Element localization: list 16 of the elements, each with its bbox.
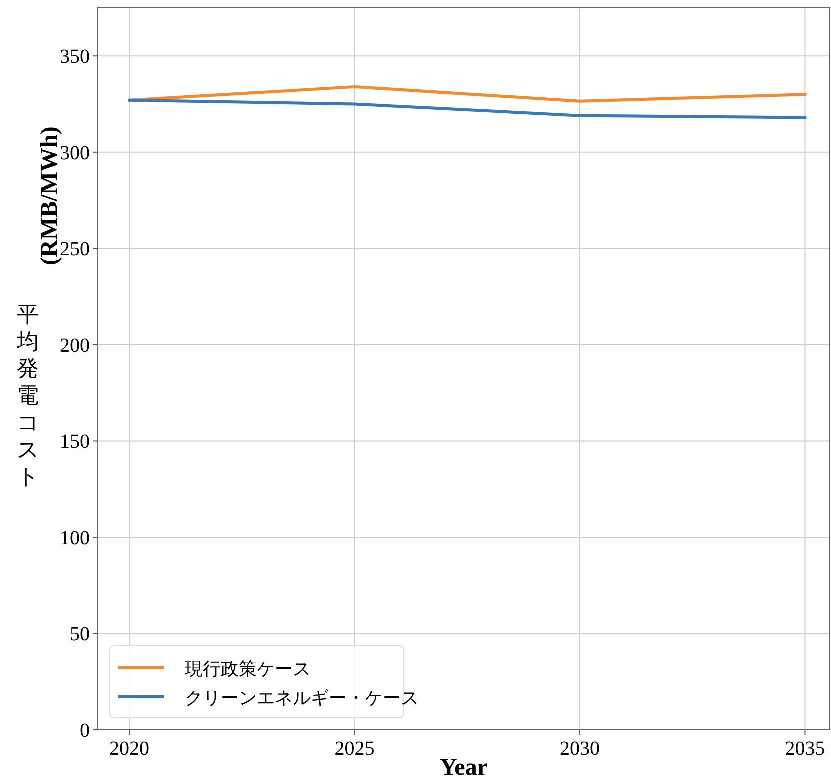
x-tick-label: 2020 — [110, 738, 150, 760]
y-tick-label: 100 — [60, 527, 90, 550]
legend-label: クリーンエネルギー・ケース — [185, 688, 419, 709]
y-tick-label: 50 — [70, 624, 90, 646]
line-series — [128, 85, 807, 103]
x-tick-label: 2025 — [334, 738, 375, 760]
x-tick-label: 2030 — [560, 738, 600, 760]
y-tick-label: 200 — [60, 334, 90, 357]
x-tick-label: 2035 — [785, 738, 826, 760]
line-series — [128, 98, 807, 120]
y-tick-label: 300 — [60, 142, 90, 164]
x-axis-title: Year — [440, 755, 488, 777]
legend-label: 現行政策ケース — [185, 659, 311, 680]
y-tick-label: 0 — [80, 720, 90, 742]
y-tick-label: 350 — [60, 46, 90, 68]
y-tick-label: 150 — [60, 431, 90, 454]
